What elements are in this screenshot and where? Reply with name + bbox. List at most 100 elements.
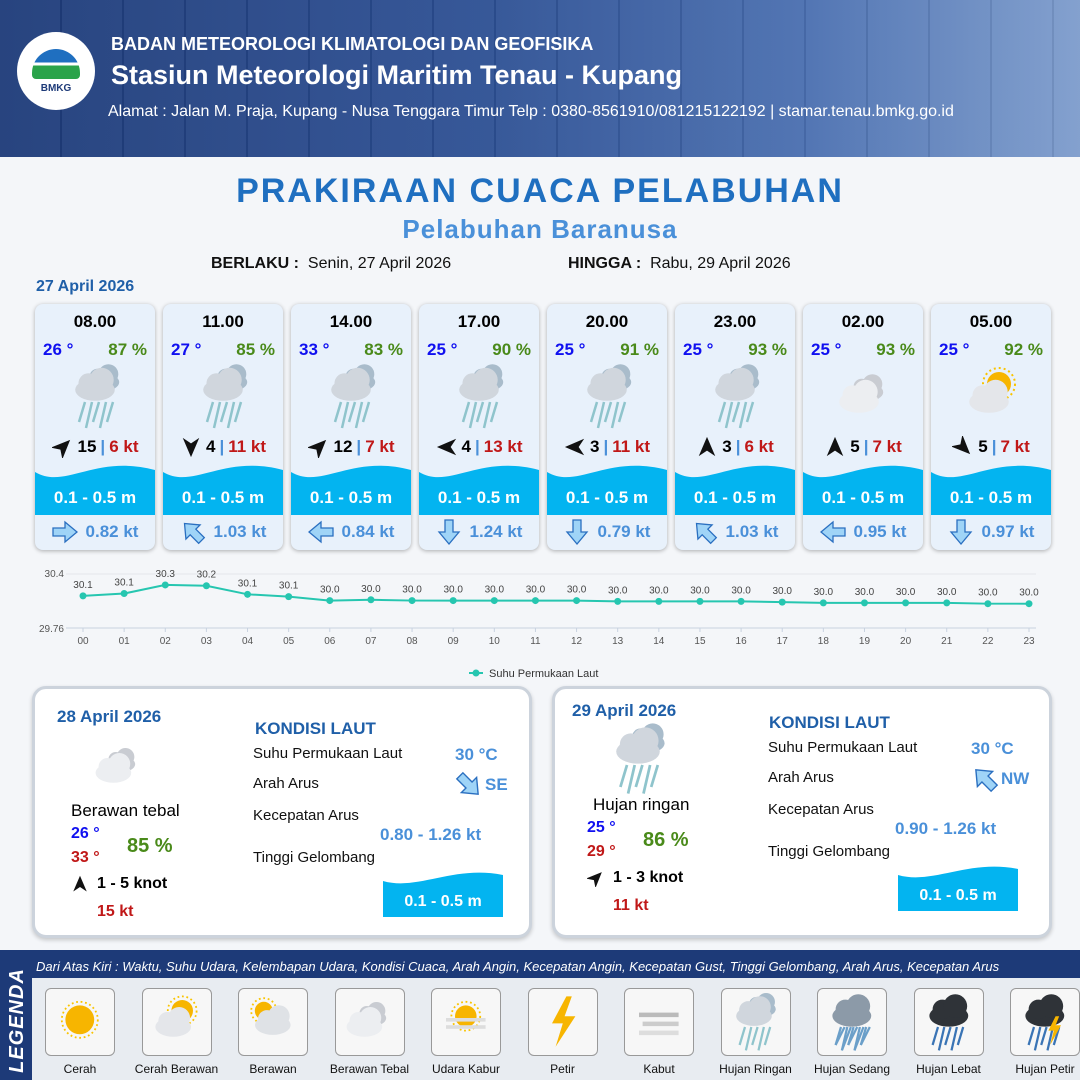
gust-speed: 13 kt <box>483 437 523 456</box>
wave-label: Tinggi Gelombang <box>253 849 376 866</box>
legend: LEGENDA Dari Atas Kiri : Waktu, Suhu Uda… <box>0 950 1080 1080</box>
forecast-time: 17.00 <box>457 312 501 331</box>
legend-item-label: Berawan <box>249 1062 297 1076</box>
wind-direction-icon <box>826 436 844 457</box>
wave-height: 0.1 - 0.5 m <box>309 488 393 507</box>
humidity: 92 % <box>1004 340 1043 359</box>
y-tick: 30.4 <box>45 569 65 580</box>
legend-rain-heavy-icon <box>913 988 984 1056</box>
forecast-time: 11.00 <box>202 312 244 331</box>
gust-speed: 7 kt <box>872 437 902 456</box>
org-name: BADAN METEOROLOGI KLIMATOLOGI DAN GEOFIS… <box>111 34 594 54</box>
legend-item-label: Cerah Berawan <box>134 1062 219 1076</box>
condition: Hujan ringan <box>593 795 690 814</box>
data-point <box>573 597 581 605</box>
current-direction-icon <box>695 522 717 545</box>
gust-speed: 15 kt <box>97 903 134 920</box>
forecast-card: 20.00 25 ° 91 % 3 | 11 kt 0.1 - 0.5 m 0.79… <box>547 304 667 550</box>
current-speed: 0.95 kt <box>853 522 907 541</box>
data-label: 30.0 <box>402 585 422 596</box>
current-speed: 1.03 kt <box>213 522 267 541</box>
rain-light-icon <box>193 362 257 432</box>
wave-height: 0.1 - 0.5 m <box>437 488 521 507</box>
data-label: 30.1 <box>238 578 258 589</box>
page-title: PRAKIRAAN CUACA PELABUHAN <box>236 172 844 210</box>
panel-date: 29 April 2026 <box>572 701 677 720</box>
wave-label: Tinggi Gelombang <box>768 843 891 860</box>
air-temperature: 27 ° <box>171 340 202 359</box>
gust-speed: 11 kt <box>228 437 267 456</box>
current-direction-icon <box>949 519 972 545</box>
wind-range: 1 - 3 knot <box>613 869 684 886</box>
valid-from: BERLAKU : Senin, 27 April 2026 <box>211 255 452 272</box>
data-label: 30.0 <box>855 587 875 598</box>
data-label: 30.0 <box>731 585 751 596</box>
gust-speed: 6 kt <box>744 437 774 456</box>
wind-speed: 4 <box>205 437 216 456</box>
wave-height: 0.1 - 0.5 m <box>404 893 482 910</box>
gust-speed: 7 kt <box>365 437 395 456</box>
station-name: Stasiun Meteorologi Maritim Tenau - Kupa… <box>111 60 683 90</box>
current-speed: 0.80 - 1.26 kt <box>380 825 482 844</box>
gust-speed: 6 kt <box>109 437 139 456</box>
forecast-time: 05.00 <box>969 312 1013 331</box>
wind-speed: 4 <box>461 437 471 456</box>
x-tick: 23 <box>1023 636 1035 647</box>
forecast-card: 05.00 25 ° 92 % 5 | 7 kt 0.1 - 0.5 m 0.97 … <box>931 304 1051 550</box>
temp-max: 33 ° <box>71 849 100 866</box>
current-direction-icon <box>51 520 78 544</box>
current-direction-icon <box>437 519 460 545</box>
wave-height: 0.1 - 0.5 m <box>821 488 905 507</box>
data-point <box>490 597 498 605</box>
humidity: 87 % <box>108 340 147 359</box>
air-temperature: 33 ° <box>299 340 330 359</box>
forecast-card: 17.00 25 ° 90 % 4 | 13 kt 0.1 - 0.5 m 1.24… <box>419 304 539 550</box>
wind-direction-icon <box>73 875 87 892</box>
forecast-time: 02.00 <box>841 312 885 331</box>
legend-description: Dari Atas Kiri : Waktu, Suhu Udara, Kele… <box>36 959 1000 974</box>
legend-title: LEGENDA <box>5 967 28 1073</box>
header-banner: BMKG BADAN METEOROLOGI KLIMATOLOGI DAN G… <box>0 0 1080 157</box>
forecast-time: 08.00 <box>73 312 117 331</box>
legend-series: Suhu Permukaan Laut <box>489 668 598 680</box>
legend-cloudy-icon <box>238 988 308 1056</box>
data-point <box>655 597 663 605</box>
rain-light-icon <box>449 362 513 432</box>
current-speed-label: Kecepatan Arus <box>768 801 874 818</box>
current-speed: 1.03 kt <box>725 522 779 541</box>
data-label: 30.0 <box>361 584 381 595</box>
data-label: 30.0 <box>978 588 998 599</box>
air-temperature: 25 ° <box>811 340 842 359</box>
legend-item-label: Hujan Ringan <box>719 1062 792 1076</box>
wind-speed: 3 <box>722 437 732 456</box>
x-tick: 10 <box>489 636 501 647</box>
x-tick: 08 <box>406 636 418 647</box>
current-speed: 0.84 kt <box>341 522 395 541</box>
wave-height: 0.1 - 0.5 m <box>565 488 649 507</box>
gust-speed: 11 kt <box>612 437 651 456</box>
data-point <box>449 597 457 605</box>
sst-label: Suhu Permukaan Laut <box>768 739 918 756</box>
data-point <box>778 598 786 606</box>
current-speed-label: Kecepatan Arus <box>253 807 359 824</box>
wind-direction-icon <box>307 439 326 458</box>
x-tick: 20 <box>900 636 912 647</box>
current-direction: SE <box>485 775 508 794</box>
gust-speed: 7 kt <box>1000 437 1030 456</box>
humidity: 93 % <box>876 340 915 359</box>
forecast-card: 23.00 25 ° 93 % 3 | 6 kt 0.1 - 0.5 m 1.03 … <box>675 304 795 550</box>
legend-item-label: Hujan Sedang <box>813 1062 891 1076</box>
data-label: 30.0 <box>320 585 340 596</box>
x-tick: 09 <box>448 636 460 647</box>
wind-direction-icon <box>51 439 70 458</box>
data-label: 30.2 <box>197 570 217 581</box>
x-tick: 14 <box>653 636 665 647</box>
sst-chart: 30.4 29.76 30.1 00 30.1 01 30.3 02 30.2 … <box>39 569 1039 680</box>
x-tick: 21 <box>941 636 953 647</box>
data-point <box>943 599 951 607</box>
current-direction-icon <box>819 520 846 544</box>
legend-partly-cloudy-icon <box>141 988 212 1056</box>
data-label: 30.0 <box>649 585 669 596</box>
data-point <box>860 599 868 607</box>
x-tick: 00 <box>77 636 89 647</box>
